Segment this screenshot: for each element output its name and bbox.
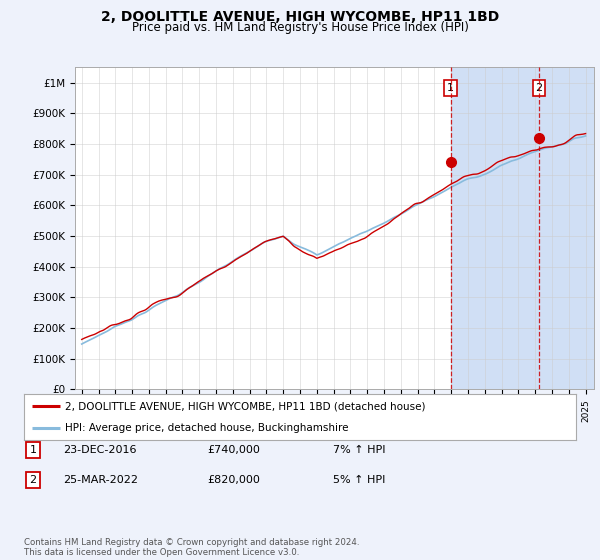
Bar [451,67,539,389]
Text: 5% ↑ HPI: 5% ↑ HPI [333,475,385,485]
Text: Price paid vs. HM Land Registry's House Price Index (HPI): Price paid vs. HM Land Registry's House … [131,21,469,34]
Text: 1: 1 [29,445,37,455]
Text: 2: 2 [536,83,542,93]
Text: 23-DEC-2016: 23-DEC-2016 [63,445,137,455]
Text: 2: 2 [29,475,37,485]
Text: 2, DOOLITTLE AVENUE, HIGH WYCOMBE, HP11 1BD (detached house): 2, DOOLITTLE AVENUE, HIGH WYCOMBE, HP11 … [65,401,426,411]
Text: Contains HM Land Registry data © Crown copyright and database right 2024.
This d: Contains HM Land Registry data © Crown c… [24,538,359,557]
Text: HPI: Average price, detached house, Buckinghamshire: HPI: Average price, detached house, Buck… [65,423,349,433]
Text: £740,000: £740,000 [207,445,260,455]
Text: 7% ↑ HPI: 7% ↑ HPI [333,445,386,455]
Text: 1: 1 [447,83,454,93]
Text: 25-MAR-2022: 25-MAR-2022 [63,475,138,485]
Text: £820,000: £820,000 [207,475,260,485]
Text: 2, DOOLITTLE AVENUE, HIGH WYCOMBE, HP11 1BD: 2, DOOLITTLE AVENUE, HIGH WYCOMBE, HP11 … [101,10,499,24]
Bar [539,67,594,389]
